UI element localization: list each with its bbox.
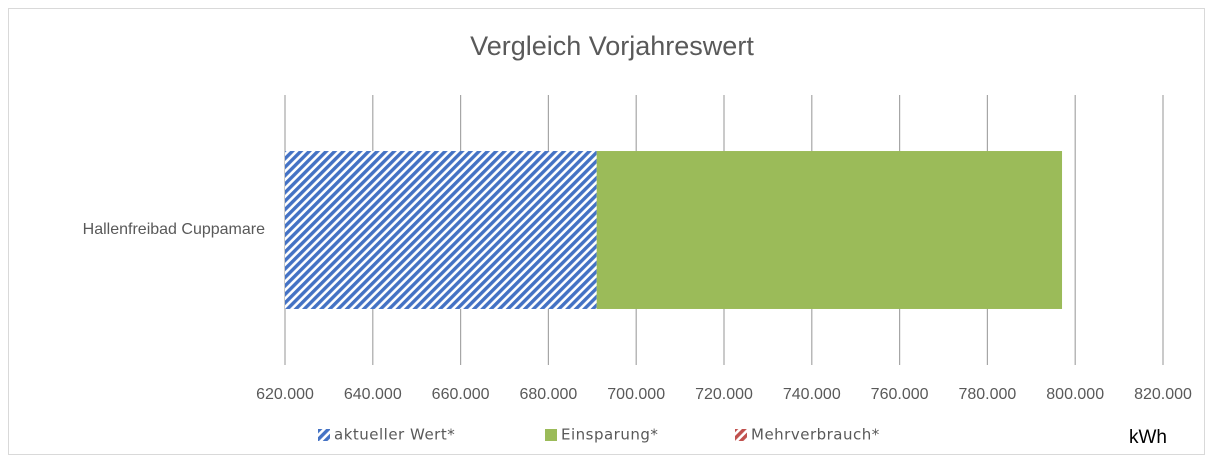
x-tick-label: 740.000 [783,386,841,403]
bar-segment [285,151,597,309]
x-tick-label: 760.000 [871,386,929,403]
x-tick-label: 700.000 [607,386,665,403]
y-tick-label: Hallenfreibad Cuppamare [83,221,265,238]
x-tick-label: 640.000 [344,386,402,403]
x-tick-label: 720.000 [695,386,753,403]
bar-segment [596,151,1063,309]
x-tick-label: 820.000 [1134,386,1192,403]
legend-label: aktueller Wert* [334,426,455,444]
x-axis-label: kWh [1129,427,1167,448]
chart-title: Vergleich Vorjahreswert [470,31,754,61]
legend-swatch [318,429,330,441]
x-tick-label: 780.000 [958,386,1016,403]
legend-swatch [545,429,557,441]
x-tick-label: 680.000 [519,386,577,403]
x-tick-label: 800.000 [1046,386,1104,403]
x-tick-label: 660.000 [432,386,490,403]
legend-label: Einsparung* [561,426,658,444]
x-tick-label: 620.000 [256,386,314,403]
legend-swatch [735,429,747,441]
legend-label: Mehrverbrauch* [751,426,880,444]
